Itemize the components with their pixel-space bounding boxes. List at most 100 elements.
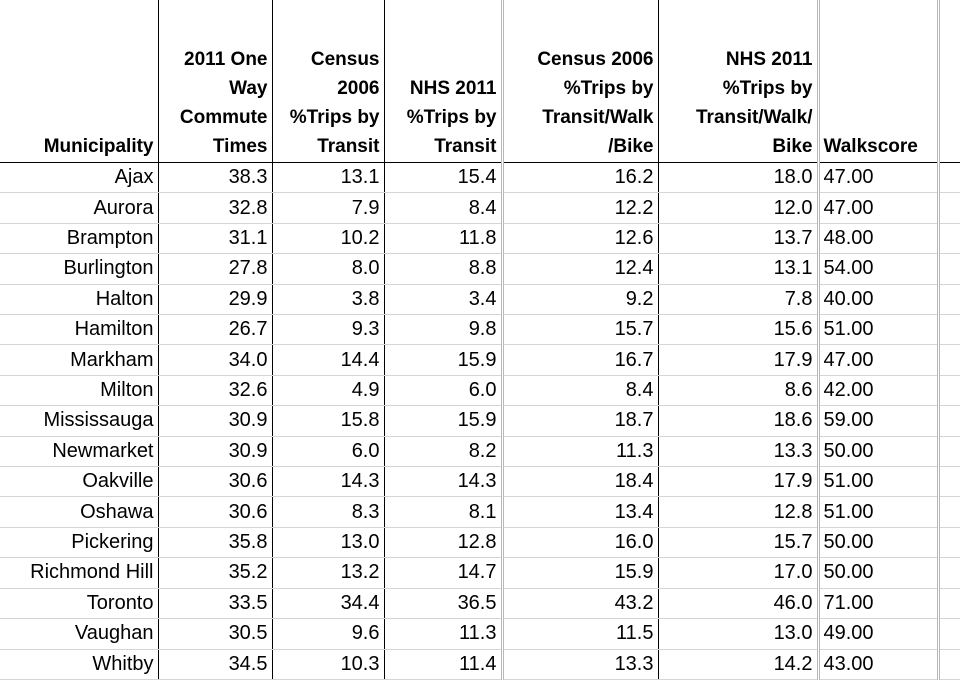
walkscore-cell[interactable]: 51.00 [818,496,940,528]
walkscore-cell[interactable]: 50.00 [818,557,940,589]
header-commute-times[interactable]: 2011 One Way Commute Times [158,0,273,163]
census-2006-transit-walk-bike-cell[interactable]: 11.3 [502,435,659,468]
commute-time-cell[interactable]: 30.9 [158,435,273,468]
walkscore-cell[interactable]: 51.00 [818,466,940,498]
empty-cell[interactable] [938,557,960,589]
census-2006-transit-cell[interactable]: 7.9 [272,192,385,224]
commute-time-cell[interactable]: 35.8 [158,526,273,559]
nhs-2011-transit-walk-bike-cell[interactable]: 13.1 [658,253,820,285]
census-2006-transit-walk-bike-cell[interactable]: 13.4 [502,496,659,528]
empty-cell[interactable] [938,466,960,498]
nhs-2011-transit-walk-bike-cell[interactable]: 13.0 [658,618,820,650]
census-2006-transit-cell[interactable]: 8.3 [272,496,385,528]
census-2006-transit-cell[interactable]: 3.8 [272,283,385,316]
census-2006-transit-walk-bike-cell[interactable]: 18.7 [502,405,659,437]
commute-time-cell[interactable]: 32.6 [158,374,273,407]
empty-cell[interactable] [938,314,960,346]
walkscore-cell[interactable]: 71.00 [818,587,940,620]
nhs-2011-transit-walk-bike-cell[interactable]: 17.0 [658,557,820,589]
nhs-2011-transit-cell[interactable]: 8.8 [384,253,504,285]
commute-time-cell[interactable]: 32.8 [158,192,273,224]
walkscore-cell[interactable]: 43.00 [818,648,940,680]
municipality-cell[interactable]: Markham [0,344,159,376]
nhs-2011-transit-walk-bike-cell[interactable]: 46.0 [658,587,820,620]
census-2006-transit-walk-bike-cell[interactable]: 12.2 [502,192,659,224]
commute-time-cell[interactable]: 30.9 [158,405,273,437]
census-2006-transit-walk-bike-cell[interactable]: 16.0 [502,526,659,559]
empty-cell[interactable] [938,374,960,407]
census-2006-transit-walk-bike-cell[interactable]: 12.6 [502,222,659,255]
nhs-2011-transit-walk-bike-cell[interactable]: 17.9 [658,466,820,498]
commute-time-cell[interactable]: 31.1 [158,222,273,255]
census-2006-transit-cell[interactable]: 15.8 [272,405,385,437]
census-2006-transit-walk-bike-cell[interactable]: 15.7 [502,314,659,346]
census-2006-transit-cell[interactable]: 13.2 [272,557,385,589]
empty-cell[interactable] [938,222,960,255]
walkscore-cell[interactable]: 50.00 [818,526,940,559]
nhs-2011-transit-walk-bike-cell[interactable]: 12.8 [658,496,820,528]
empty-cell[interactable] [938,648,960,680]
census-2006-transit-cell[interactable]: 6.0 [272,435,385,468]
commute-time-cell[interactable]: 27.8 [158,253,273,285]
census-2006-transit-walk-bike-cell[interactable]: 43.2 [502,587,659,620]
empty-cell[interactable] [938,435,960,468]
empty-cell[interactable] [938,526,960,559]
nhs-2011-transit-walk-bike-cell[interactable]: 14.2 [658,648,820,680]
walkscore-cell[interactable]: 50.00 [818,435,940,468]
walkscore-cell[interactable]: 49.00 [818,618,940,650]
census-2006-transit-walk-bike-cell[interactable]: 15.9 [502,557,659,589]
nhs-2011-transit-walk-bike-cell[interactable]: 13.7 [658,222,820,255]
empty-cell[interactable] [938,587,960,620]
nhs-2011-transit-cell[interactable]: 12.8 [384,526,504,559]
municipality-cell[interactable]: Milton [0,374,159,407]
walkscore-cell[interactable]: 54.00 [818,253,940,285]
header-census-2006-transit[interactable]: Census 2006 %Trips by Transit [272,0,385,163]
nhs-2011-transit-cell[interactable]: 11.8 [384,222,504,255]
nhs-2011-transit-cell[interactable]: 8.4 [384,192,504,224]
walkscore-cell[interactable]: 59.00 [818,405,940,437]
nhs-2011-transit-walk-bike-cell[interactable]: 15.6 [658,314,820,346]
empty-cell[interactable] [938,161,960,194]
nhs-2011-transit-cell[interactable]: 15.4 [384,161,504,194]
municipality-cell[interactable]: Toronto [0,587,159,620]
census-2006-transit-cell[interactable]: 4.9 [272,374,385,407]
empty-cell[interactable] [938,253,960,285]
empty-cell[interactable] [938,344,960,376]
nhs-2011-transit-cell[interactable]: 15.9 [384,344,504,376]
nhs-2011-transit-cell[interactable]: 8.2 [384,435,504,468]
census-2006-transit-cell[interactable]: 34.4 [272,587,385,620]
municipality-cell[interactable]: Oshawa [0,496,159,528]
header-nhs-2011-transit-walk-bike[interactable]: NHS 2011 %Trips by Transit/Walk/ Bike [658,0,820,163]
nhs-2011-transit-cell[interactable]: 9.8 [384,314,504,346]
walkscore-cell[interactable]: 47.00 [818,161,940,194]
nhs-2011-transit-walk-bike-cell[interactable]: 17.9 [658,344,820,376]
municipality-cell[interactable]: Vaughan [0,618,159,650]
nhs-2011-transit-cell[interactable]: 15.9 [384,405,504,437]
nhs-2011-transit-cell[interactable]: 3.4 [384,283,504,316]
nhs-2011-transit-cell[interactable]: 6.0 [384,374,504,407]
nhs-2011-transit-cell[interactable]: 11.4 [384,648,504,680]
commute-time-cell[interactable]: 29.9 [158,283,273,316]
nhs-2011-transit-cell[interactable]: 14.3 [384,466,504,498]
census-2006-transit-cell[interactable]: 13.0 [272,526,385,559]
commute-time-cell[interactable]: 34.0 [158,344,273,376]
commute-time-cell[interactable]: 30.6 [158,466,273,498]
municipality-cell[interactable]: Ajax [0,161,159,194]
census-2006-transit-walk-bike-cell[interactable]: 16.7 [502,344,659,376]
walkscore-cell[interactable]: 40.00 [818,283,940,316]
census-2006-transit-cell[interactable]: 14.4 [272,344,385,376]
census-2006-transit-cell[interactable]: 9.6 [272,618,385,650]
nhs-2011-transit-cell[interactable]: 11.3 [384,618,504,650]
municipality-cell[interactable]: Hamilton [0,314,159,346]
census-2006-transit-walk-bike-cell[interactable]: 11.5 [502,618,659,650]
census-2006-transit-cell[interactable]: 9.3 [272,314,385,346]
commute-time-cell[interactable]: 26.7 [158,314,273,346]
walkscore-cell[interactable]: 48.00 [818,222,940,255]
walkscore-cell[interactable]: 47.00 [818,192,940,224]
municipality-cell[interactable]: Whitby [0,648,159,680]
commute-time-cell[interactable]: 30.6 [158,496,273,528]
nhs-2011-transit-walk-bike-cell[interactable]: 15.7 [658,526,820,559]
municipality-cell[interactable]: Newmarket [0,435,159,468]
census-2006-transit-walk-bike-cell[interactable]: 8.4 [502,374,659,407]
census-2006-transit-walk-bike-cell[interactable]: 18.4 [502,466,659,498]
